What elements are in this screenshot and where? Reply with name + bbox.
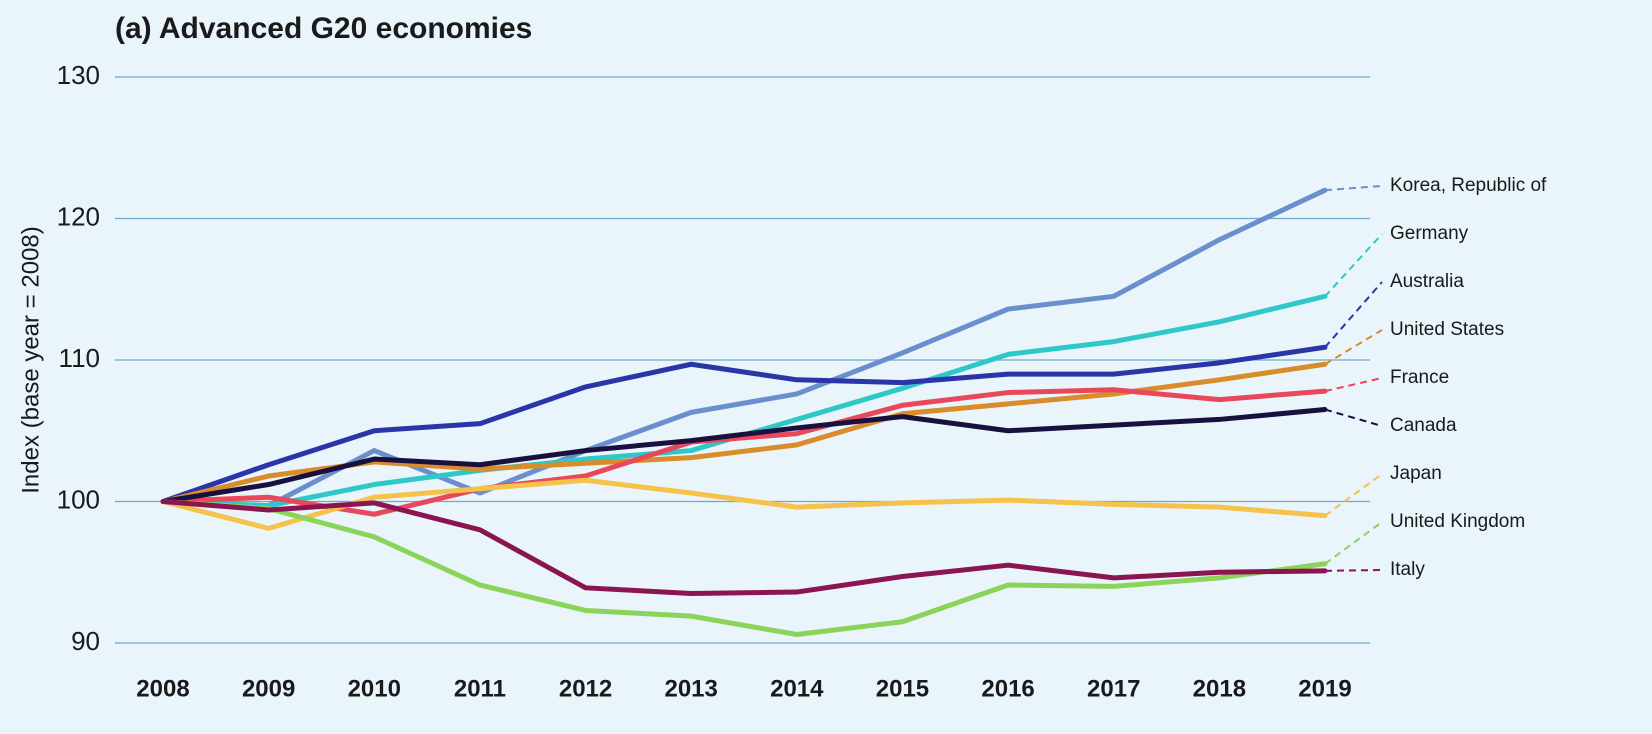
x-tick-label: 2008: [136, 675, 189, 702]
x-tick-label: 2012: [559, 675, 612, 702]
legend-connector: [1324, 408, 1383, 427]
x-tick-label: 2014: [770, 675, 824, 702]
legend-connector: [1324, 569, 1383, 572]
x-tick-label: 2015: [876, 675, 929, 702]
legend-label: Canada: [1390, 415, 1457, 436]
legend-label: United Kingdom: [1390, 511, 1525, 532]
legend-connector: [1324, 185, 1383, 192]
legend-connector: [1324, 377, 1383, 393]
legend-label: Italy: [1390, 559, 1425, 580]
legend-connector: [1324, 233, 1383, 297]
legend-connector: [1324, 521, 1383, 565]
series-line: [160, 499, 1328, 596]
y-tick-label: 90: [71, 626, 100, 656]
series-line: [160, 499, 1328, 638]
x-tick-label: 2013: [664, 675, 717, 702]
x-tick-label: 2010: [348, 675, 401, 702]
x-tick-label: 2019: [1298, 675, 1351, 702]
series-line: [160, 387, 1328, 517]
legend-connector: [1324, 473, 1383, 517]
y-tick-label: 130: [57, 60, 100, 90]
x-tick-label: 2011: [454, 675, 506, 702]
legend-label: France: [1390, 367, 1449, 388]
x-tick-label: 2016: [981, 675, 1034, 702]
legend-label: Korea, Republic of: [1390, 175, 1547, 196]
y-tick-label: 100: [57, 484, 100, 514]
legend-label: Australia: [1390, 271, 1464, 292]
series-line: [160, 407, 1328, 504]
legend-connector: [1324, 329, 1383, 366]
series-line: [160, 344, 1328, 504]
x-tick-label: 2018: [1193, 675, 1246, 702]
legend-label: Germany: [1390, 223, 1469, 244]
legend-label: Japan: [1390, 463, 1442, 484]
x-tick-label: 2009: [242, 675, 295, 702]
legend-label: United States: [1390, 319, 1504, 340]
legend-connector: [1324, 281, 1383, 348]
x-tick-label: 2017: [1087, 675, 1140, 702]
series-line: [160, 187, 1328, 509]
y-axis-label: Index (base year = 2008): [17, 226, 44, 494]
y-tick-label: 120: [57, 201, 100, 231]
chart-title: (a) Advanced G20 economies: [115, 12, 532, 45]
y-tick-label: 110: [59, 343, 100, 373]
